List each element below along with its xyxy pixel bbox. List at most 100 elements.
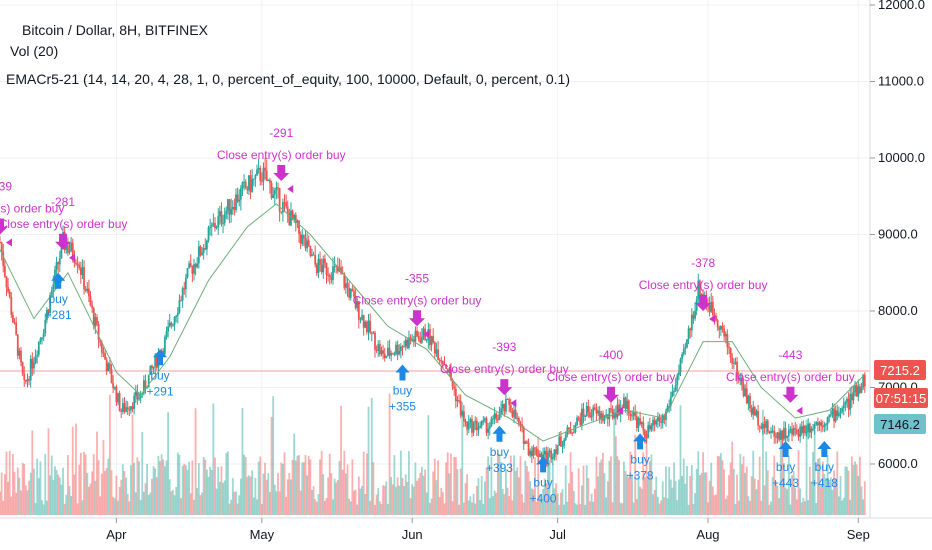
candle — [807, 423, 810, 433]
candle — [414, 330, 417, 342]
volume-bar — [94, 480, 97, 515]
volume-bar — [382, 485, 384, 515]
candle — [354, 296, 357, 308]
candle — [304, 238, 307, 249]
candle — [398, 351, 401, 355]
candle — [441, 360, 444, 365]
volume-bar — [260, 503, 263, 515]
volume-bar — [302, 462, 305, 515]
candle — [750, 408, 753, 415]
candle — [335, 265, 338, 267]
candle — [332, 266, 334, 280]
volume-bar — [551, 464, 554, 515]
candle — [755, 411, 758, 416]
candle — [409, 337, 412, 341]
volume-bar — [134, 492, 137, 515]
candle — [104, 352, 106, 360]
candle — [511, 411, 514, 417]
volume-bar — [461, 401, 464, 515]
volume-bar — [181, 465, 184, 515]
candle — [791, 428, 793, 435]
candle — [345, 283, 347, 288]
candle — [450, 369, 452, 380]
volume-bar — [327, 477, 330, 515]
candle — [189, 263, 192, 267]
candle — [336, 266, 339, 272]
candle — [68, 251, 71, 253]
candle — [514, 409, 517, 419]
volume-bar — [564, 465, 567, 515]
volume-bar — [262, 473, 265, 515]
volume-bar — [829, 477, 832, 515]
volume-bar — [209, 466, 212, 515]
buy-signal-label: buy — [49, 292, 68, 306]
volume-bar — [535, 501, 538, 515]
volume-bar — [26, 490, 29, 515]
volume-bar — [453, 456, 456, 515]
time-axis[interactable] — [0, 518, 932, 550]
close-signal-pnl: -400 — [599, 348, 623, 362]
candle — [600, 413, 603, 420]
candle — [579, 418, 582, 425]
volume-bar — [128, 501, 131, 515]
candle — [708, 305, 711, 312]
volume-bar — [227, 451, 229, 515]
candle — [477, 427, 480, 431]
candle — [626, 400, 629, 409]
candle — [770, 431, 772, 433]
candle — [126, 407, 129, 410]
candle — [118, 393, 121, 411]
volume-bar — [105, 468, 108, 515]
candle — [367, 320, 370, 333]
candle — [797, 433, 800, 437]
candle — [285, 202, 288, 207]
price-tick-label: 8000.0 — [878, 303, 918, 318]
volume-bar — [841, 500, 844, 515]
volume-bar — [377, 488, 380, 515]
volume-bar — [346, 464, 349, 515]
volume-bar — [794, 488, 797, 515]
volume-bar — [760, 500, 763, 515]
candle — [527, 442, 530, 456]
candle — [267, 179, 270, 181]
volume-bar — [690, 465, 693, 515]
candle — [694, 310, 696, 319]
volume-bar — [548, 459, 551, 515]
volume-bar — [472, 493, 475, 515]
volume-bar — [20, 490, 22, 515]
volume-bar — [144, 483, 147, 515]
volume-bar — [757, 479, 759, 515]
volume-bar — [301, 462, 304, 515]
candle — [577, 417, 580, 419]
candle — [530, 450, 533, 456]
volume-bar — [833, 470, 835, 515]
volume-bar — [33, 468, 35, 515]
candle — [86, 288, 89, 291]
candle — [613, 412, 616, 418]
candle — [768, 431, 771, 433]
candle — [173, 316, 176, 325]
candle — [130, 406, 132, 411]
volume-bar — [24, 485, 27, 515]
volume-bar — [136, 457, 139, 515]
candle — [144, 380, 147, 389]
candle — [438, 360, 441, 362]
volume-bar — [656, 496, 659, 515]
volume-bar — [789, 504, 792, 515]
candle — [509, 404, 512, 412]
candle — [632, 412, 635, 416]
volume-bar — [697, 451, 700, 515]
candle — [634, 412, 637, 417]
candle — [503, 404, 506, 412]
candle — [526, 441, 528, 443]
volume-bar — [323, 500, 326, 515]
volume-bar — [532, 489, 535, 515]
candle — [684, 347, 687, 349]
candle — [163, 337, 166, 354]
candle — [387, 347, 389, 356]
volume-bar — [611, 502, 614, 515]
volume-bar — [31, 430, 34, 515]
volume-bar — [784, 487, 787, 515]
volume-bar — [521, 494, 523, 515]
